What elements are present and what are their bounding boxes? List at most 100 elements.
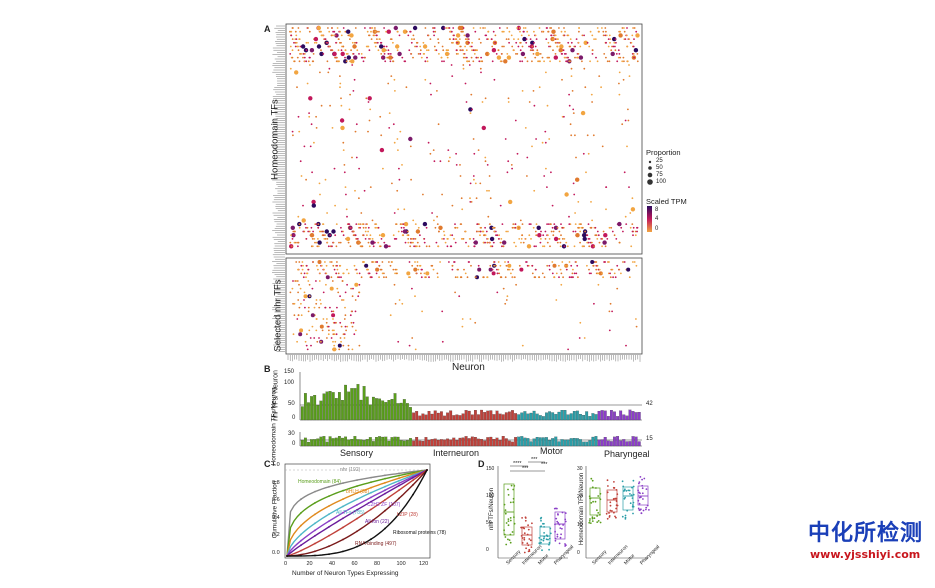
heatmap-dot (292, 27, 294, 29)
heatmap-dot (626, 60, 629, 63)
heatmap-dot (598, 271, 603, 276)
box-point (528, 538, 531, 540)
heatmap-dot (601, 245, 603, 248)
heatmap-dot (455, 33, 461, 38)
heatmap-dot (374, 27, 376, 29)
heatmap-dot (526, 264, 529, 267)
heatmap-dot (472, 138, 475, 140)
heatmap-dot (565, 241, 568, 244)
heatmap-dot (564, 192, 569, 197)
heatmap-dot (320, 264, 323, 267)
heatmap-dot (419, 53, 422, 55)
box-point (549, 532, 552, 535)
heatmap-dot (415, 272, 418, 275)
heatmap-dot (392, 268, 395, 271)
heatmap-dot (383, 241, 386, 244)
heatmap-dot (525, 261, 527, 263)
heatmap-dot (449, 156, 451, 159)
heatmap-dot (345, 53, 348, 55)
heatmap-dot (569, 123, 572, 126)
homeodomain-bar (529, 441, 533, 447)
heatmap-dot (337, 49, 340, 52)
heatmap-dot (577, 276, 579, 279)
heatmap-dot (552, 230, 555, 233)
box-point (642, 498, 644, 500)
nhr-bar (594, 414, 598, 421)
cdf-point (398, 474, 400, 477)
heatmap-dot (405, 30, 408, 33)
heatmap-dot (333, 333, 336, 336)
heatmap-dot (456, 226, 459, 229)
heatmap-dot (579, 321, 582, 324)
heatmap-dot (451, 75, 454, 77)
heatmap-dot (416, 264, 419, 267)
heatmap-dot (356, 272, 358, 275)
heatmap-dot (630, 207, 636, 212)
nhr-bar (313, 395, 317, 421)
heatmap-dot (307, 60, 310, 63)
heatmap-dot (305, 178, 307, 181)
nhr-bar (399, 402, 403, 421)
heatmap-dot (300, 175, 303, 177)
heatmap-dot (504, 276, 507, 279)
heatmap-dot (489, 241, 491, 244)
heatmap-dot (612, 45, 615, 48)
homeodomain-bar (520, 436, 524, 447)
heatmap-dot (318, 280, 321, 282)
heatmap-dot (626, 27, 628, 29)
heatmap-dot (553, 223, 556, 226)
heatmap-dot (289, 30, 291, 33)
homeodomain-bar (455, 440, 459, 447)
box-point (639, 492, 641, 495)
nhr-bar (575, 410, 579, 421)
heatmap-dot (346, 283, 348, 286)
box-point (543, 526, 545, 528)
heatmap-dot (303, 299, 305, 301)
heatmap-dot (516, 53, 519, 55)
heatmap-dot (558, 27, 560, 29)
heatmap-dot (561, 78, 563, 81)
box-point (613, 511, 615, 514)
nhr-bar (591, 413, 595, 421)
heatmap-dot (394, 272, 396, 275)
scaled-tpm-colorbar (647, 206, 652, 232)
heatmap-dot (457, 41, 460, 44)
homeodomain-bar (443, 439, 446, 447)
heatmap-dot (579, 241, 581, 244)
heatmap-dot (443, 238, 445, 240)
heatmap-dot (608, 34, 611, 37)
box-ytick-right: 20 (577, 494, 583, 500)
heatmap-dot (501, 53, 503, 55)
heatmap-dot (577, 201, 580, 203)
heatmap-dot (432, 30, 435, 33)
heatmap-dot (567, 41, 570, 44)
box-point (543, 536, 546, 538)
heatmap-dot (625, 344, 627, 347)
heatmap-dot (556, 226, 559, 229)
box-point (629, 493, 631, 495)
heatmap-dot (394, 268, 397, 271)
heatmap-dot (290, 234, 292, 237)
heatmap-dot (419, 49, 422, 52)
heatmap-dot (565, 60, 568, 63)
heatmap-dot (557, 38, 559, 40)
nhr-bar (582, 415, 586, 421)
homeodomain-bar (557, 441, 561, 447)
heatmap-dot (300, 44, 306, 49)
homeodomain-bar (489, 436, 493, 447)
box-point (640, 508, 642, 511)
heatmap-dot (434, 49, 437, 52)
heatmap-dot (578, 30, 580, 33)
heatmap-dot (303, 60, 306, 63)
heatmap-dot (298, 223, 301, 226)
heatmap-dot (461, 318, 464, 320)
heatmap-dot (326, 318, 328, 320)
heatmap-dot (623, 261, 626, 263)
heatmap-dot (489, 236, 495, 242)
cdf-point (356, 485, 358, 487)
nhr-bar (483, 412, 487, 421)
heatmap-dot (524, 56, 527, 59)
box-point (539, 525, 542, 528)
box-point (624, 518, 627, 520)
homeodomain-bar (631, 436, 635, 447)
